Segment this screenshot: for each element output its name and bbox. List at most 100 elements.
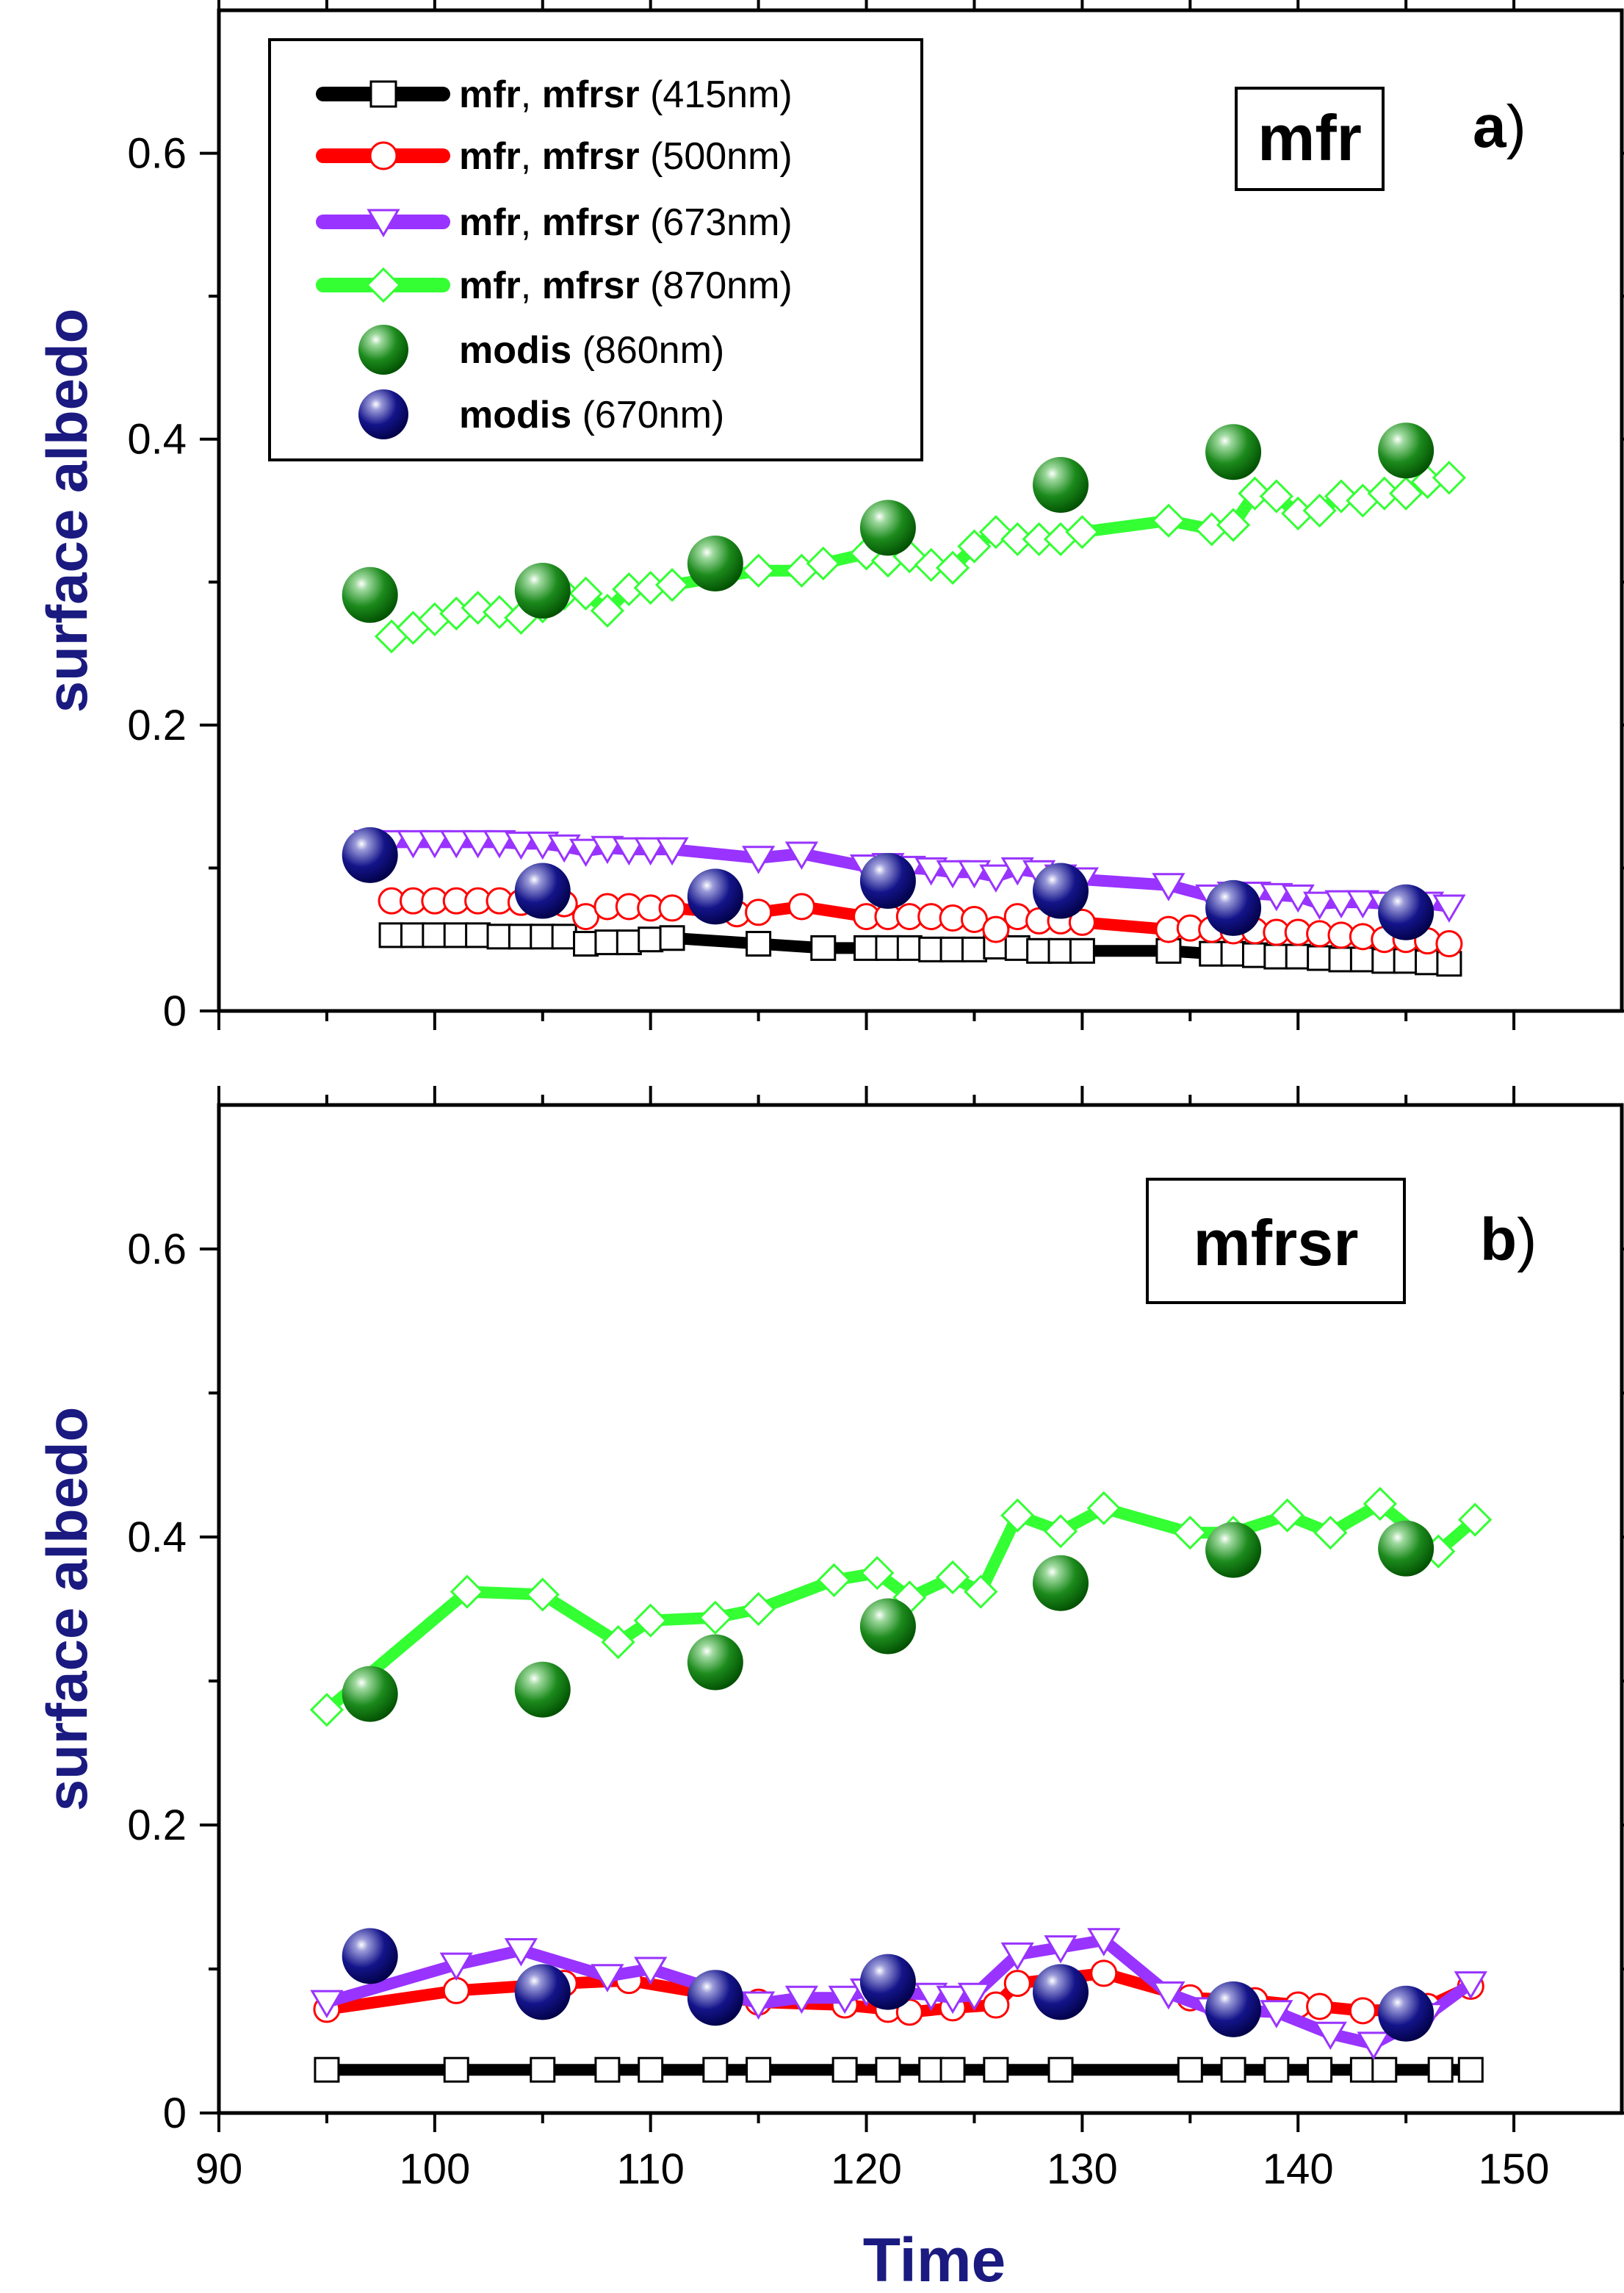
y-tick-label-b-1: 0.2 (127, 1801, 187, 1849)
point-b-0-0 (314, 2056, 340, 2083)
point-a-2-35 (1324, 890, 1358, 919)
point-b-0-6 (746, 2056, 772, 2083)
point-a-4-5 (1205, 424, 1262, 480)
x-tick-label-b-1: 100 (399, 2145, 470, 2193)
plot-frame-b (217, 1103, 1624, 2115)
point-b-0-20 (1457, 2056, 1484, 2083)
point-b-5-6 (1378, 1985, 1434, 2042)
point-a-0-20 (939, 936, 966, 962)
point-b-2-5 (741, 1991, 776, 2020)
point-a-0-13 (659, 925, 685, 951)
point-b-4-2 (687, 1634, 743, 1691)
legend-sample-3 (316, 267, 450, 303)
series-line-b-3 (320, 1497, 1482, 1716)
point-a-4-3 (859, 500, 916, 556)
point-b-3-2 (525, 1577, 560, 1612)
point-b-0-8 (875, 2056, 901, 2083)
point-a-2-11 (591, 835, 624, 865)
point-a-5-3 (859, 852, 916, 909)
point-b-0-11 (983, 2056, 1009, 2083)
point-a-0-4 (465, 922, 491, 948)
legend-label-5: modis (670nm) (459, 394, 724, 436)
point-b-2-2 (504, 1938, 538, 1967)
y-tick-label-a-1: 0.2 (127, 702, 187, 749)
plot-frame-a (217, 8, 1624, 1013)
point-b-0-19 (1427, 2056, 1454, 2083)
point-b-2-14 (1087, 1928, 1121, 1957)
point-b-3-18 (1313, 1515, 1348, 1550)
point-a-3-22 (957, 529, 992, 564)
point-a-2-10 (569, 838, 603, 868)
point-a-0-16 (853, 935, 880, 961)
point-b-3-11 (964, 1574, 998, 1609)
point-b-3-3 (601, 1624, 635, 1660)
point-b-2-10 (936, 1985, 970, 2015)
point-b-3-12 (1000, 1498, 1035, 1533)
panel-tag-box-a (1235, 87, 1385, 191)
panel-a: 0 0.2 0.4 0.6 surface albedo mfr, mfrsr (41… (35, 0, 1624, 1035)
point-b-2-3 (591, 1964, 624, 1993)
point-a-2-40 (1432, 894, 1466, 923)
y-axis-label-b: surface albedo (35, 1407, 99, 1812)
point-a-1-27 (1068, 908, 1096, 936)
point-a-3-16 (806, 546, 840, 581)
point-a-3-35 (1324, 479, 1359, 514)
point-a-4-1 (514, 562, 571, 619)
point-b-5-0 (342, 1928, 398, 1984)
point-b-1-1 (442, 1976, 470, 2004)
point-a-0-30 (1241, 942, 1268, 968)
point-b-2-15 (1152, 1981, 1185, 2010)
point-a-0-11 (616, 929, 642, 956)
point-a-2-24 (1000, 857, 1034, 886)
point-a-2-28 (1152, 873, 1185, 901)
point-b-0-10 (939, 2056, 966, 2083)
y-tick-label-a-0: 0 (163, 987, 187, 1035)
point-b-4-1 (514, 1661, 571, 1718)
point-a-0-32 (1285, 943, 1311, 970)
axes-b: 90 100 110 120 130 140 150 0 0.2 0.4 0.6 (127, 1086, 1624, 2193)
point-b-0-3 (594, 2056, 621, 2083)
point-a-0-5 (486, 924, 513, 950)
point-a-0-24 (1026, 937, 1053, 964)
point-a-1-13 (658, 894, 686, 922)
point-b-0-14 (1220, 2056, 1246, 2083)
point-b-1-9 (982, 1991, 1010, 2019)
point-a-3-20 (914, 547, 948, 583)
x-tick-label-b-4: 130 (1047, 2145, 1118, 2193)
point-b-1-16 (1349, 1997, 1376, 2025)
series-a (342, 422, 1467, 977)
point-b-1-11 (1090, 1959, 1118, 1987)
series-b (309, 1486, 1493, 2083)
point-b-3-8 (860, 1555, 895, 1591)
point-a-0-9 (573, 931, 599, 957)
point-a-3-38 (1389, 476, 1423, 511)
point-a-2-6 (483, 829, 516, 859)
point-b-2-9 (914, 1982, 948, 2012)
point-b-3-1 (450, 1574, 485, 1609)
point-a-5-5 (1205, 879, 1262, 936)
point-a-3-32 (1259, 479, 1293, 514)
point-a-2-32 (1260, 882, 1293, 912)
point-b-0-5 (702, 2056, 729, 2083)
point-a-0-31 (1263, 943, 1290, 970)
point-b-2-11 (957, 1982, 992, 2012)
point-a-5-4 (1033, 863, 1089, 919)
point-a-3-9 (569, 576, 603, 611)
point-a-5-6 (1378, 884, 1434, 940)
point-b-0-1 (443, 2056, 469, 2083)
point-b-2-19 (1357, 2031, 1390, 2060)
panel-tag-box-b (1146, 1178, 1406, 1304)
point-b-4-6 (1378, 1520, 1434, 1577)
point-a-1-16 (787, 893, 815, 921)
point-b-2-1 (439, 1952, 473, 1981)
point-a-2-23 (979, 864, 1013, 893)
point-a-3-4 (461, 591, 495, 625)
point-a-1-23 (982, 915, 1010, 943)
legend-label-0: mfr, mfrsr (415nm) (459, 73, 793, 116)
legend-label-3: mfr, mfrsr (870nm) (459, 264, 793, 307)
legend-sample-2 (316, 209, 450, 237)
point-b-0-18 (1371, 2056, 1398, 2083)
point-b-5-4 (1033, 1964, 1089, 2020)
point-a-3-28 (1151, 503, 1186, 538)
